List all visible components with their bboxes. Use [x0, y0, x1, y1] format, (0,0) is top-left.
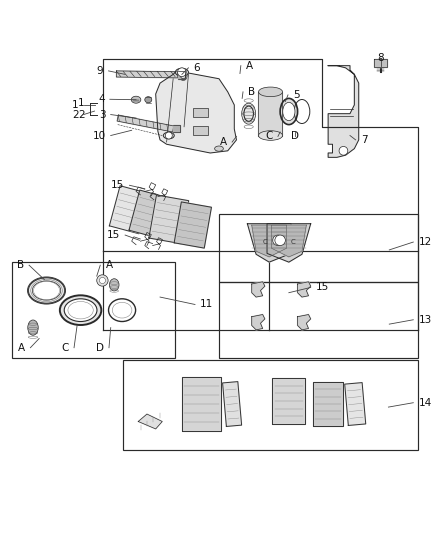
Text: 10: 10: [92, 131, 106, 141]
Text: A: A: [18, 343, 25, 353]
Polygon shape: [297, 282, 311, 297]
Polygon shape: [174, 202, 212, 248]
Text: 1: 1: [78, 98, 85, 108]
Ellipse shape: [60, 295, 101, 325]
Polygon shape: [173, 125, 180, 132]
Bar: [123, 360, 418, 450]
Polygon shape: [258, 92, 283, 135]
Polygon shape: [272, 378, 305, 424]
Ellipse shape: [28, 277, 65, 304]
Text: B: B: [17, 260, 24, 270]
Ellipse shape: [242, 103, 256, 124]
Polygon shape: [182, 377, 221, 431]
Text: 15: 15: [316, 282, 329, 293]
Circle shape: [165, 132, 172, 139]
Polygon shape: [267, 224, 311, 262]
Polygon shape: [155, 72, 237, 153]
Text: 7: 7: [361, 135, 367, 145]
Text: A: A: [220, 137, 227, 147]
Text: 5: 5: [293, 90, 300, 100]
Text: 15: 15: [111, 180, 124, 190]
Text: 3: 3: [99, 110, 106, 119]
Polygon shape: [117, 115, 174, 132]
Circle shape: [275, 235, 286, 246]
Bar: [219, 282, 418, 358]
Text: 12: 12: [419, 237, 432, 247]
Circle shape: [339, 147, 348, 155]
Circle shape: [273, 235, 283, 246]
Polygon shape: [252, 314, 265, 330]
Text: 15: 15: [106, 230, 120, 240]
Text: A: A: [106, 260, 113, 270]
Text: 2: 2: [72, 110, 78, 119]
Text: 13: 13: [419, 315, 432, 325]
Bar: [12, 262, 175, 358]
Ellipse shape: [32, 281, 61, 300]
Ellipse shape: [175, 68, 188, 76]
Text: D: D: [96, 343, 104, 353]
Polygon shape: [297, 314, 311, 330]
Polygon shape: [129, 190, 169, 238]
Ellipse shape: [110, 279, 119, 291]
Ellipse shape: [145, 96, 152, 103]
Ellipse shape: [180, 72, 186, 79]
Bar: [193, 108, 208, 117]
Polygon shape: [272, 225, 306, 257]
Polygon shape: [177, 71, 185, 79]
Text: B: B: [248, 87, 255, 97]
Text: 6: 6: [194, 63, 200, 73]
Text: C: C: [291, 239, 296, 246]
Text: 4: 4: [98, 94, 105, 104]
Text: C: C: [262, 239, 267, 246]
Text: 11: 11: [200, 300, 213, 310]
Polygon shape: [374, 59, 387, 67]
Polygon shape: [345, 383, 366, 425]
Ellipse shape: [215, 146, 223, 151]
Polygon shape: [149, 195, 189, 244]
Polygon shape: [313, 382, 343, 426]
Ellipse shape: [179, 71, 187, 80]
Polygon shape: [252, 282, 265, 297]
Ellipse shape: [258, 87, 283, 96]
Circle shape: [97, 275, 108, 286]
Polygon shape: [110, 186, 150, 234]
Polygon shape: [117, 71, 177, 78]
Ellipse shape: [28, 320, 38, 335]
Bar: [219, 214, 418, 282]
Ellipse shape: [163, 132, 174, 139]
Ellipse shape: [258, 131, 283, 140]
Polygon shape: [138, 414, 162, 429]
Text: C: C: [61, 343, 69, 353]
Text: A: A: [246, 61, 253, 71]
Polygon shape: [247, 224, 291, 262]
Text: 14: 14: [419, 398, 432, 408]
Ellipse shape: [280, 99, 297, 125]
Ellipse shape: [283, 102, 295, 120]
Text: 1: 1: [72, 100, 78, 110]
Text: D: D: [290, 132, 299, 141]
Polygon shape: [252, 225, 287, 257]
Circle shape: [177, 68, 186, 77]
Bar: [193, 126, 208, 135]
Polygon shape: [328, 66, 359, 157]
Circle shape: [99, 277, 106, 284]
Text: C: C: [265, 132, 273, 141]
Text: 8: 8: [377, 53, 384, 63]
Polygon shape: [223, 382, 242, 426]
Text: 2: 2: [78, 110, 85, 119]
Ellipse shape: [131, 96, 141, 103]
Text: 9: 9: [97, 66, 103, 76]
Ellipse shape: [64, 299, 97, 321]
